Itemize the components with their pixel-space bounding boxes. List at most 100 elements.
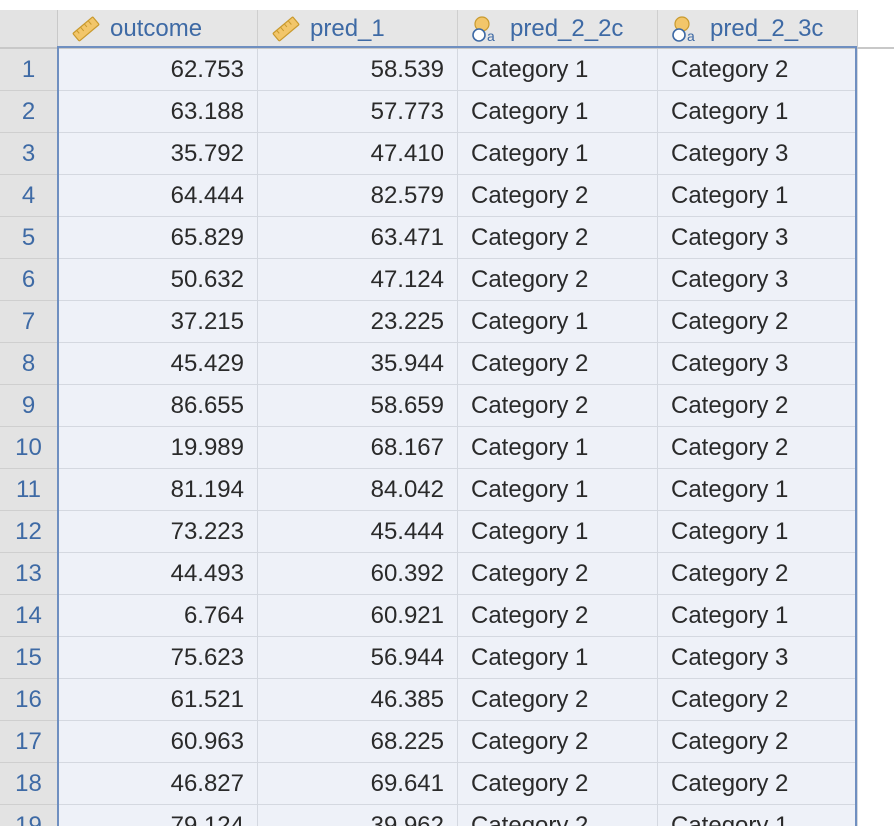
table-cell[interactable]: Category 2 (458, 343, 658, 385)
row-number[interactable]: 7 (0, 301, 58, 343)
table-cell[interactable]: 63.188 (58, 91, 258, 133)
table-cell[interactable]: Category 2 (658, 721, 858, 763)
table-cell[interactable]: Category 3 (658, 259, 858, 301)
table-cell[interactable]: 64.444 (58, 175, 258, 217)
table-cell[interactable]: 86.655 (58, 385, 258, 427)
table-cell[interactable]: Category 1 (458, 427, 658, 469)
column-header-outcome[interactable]: outcome (58, 10, 258, 47)
table-cell[interactable]: Category 1 (658, 595, 858, 637)
row-number[interactable]: 11 (0, 469, 58, 511)
table-cell[interactable]: Category 2 (458, 217, 658, 259)
table-cell[interactable]: Category 1 (458, 91, 658, 133)
table-cell[interactable]: 81.194 (58, 469, 258, 511)
table-cell[interactable]: 68.167 (258, 427, 458, 469)
table-cell[interactable]: 44.493 (58, 553, 258, 595)
table-cell[interactable]: Category 2 (658, 49, 858, 91)
table-cell[interactable]: Category 1 (658, 805, 858, 826)
row-number[interactable]: 19 (0, 805, 58, 826)
row-number[interactable]: 14 (0, 595, 58, 637)
row-number[interactable]: 13 (0, 553, 58, 595)
table-cell[interactable]: Category 2 (458, 805, 658, 826)
row-number[interactable]: 4 (0, 175, 58, 217)
table-cell[interactable]: 50.632 (58, 259, 258, 301)
row-number[interactable]: 9 (0, 385, 58, 427)
row-number[interactable]: 10 (0, 427, 58, 469)
table-cell[interactable]: Category 2 (458, 763, 658, 805)
table-cell[interactable]: Category 2 (658, 301, 858, 343)
table-cell[interactable]: Category 3 (658, 217, 858, 259)
table-cell[interactable]: 19.989 (58, 427, 258, 469)
table-cell[interactable]: 6.764 (58, 595, 258, 637)
table-cell[interactable]: 46.385 (258, 679, 458, 721)
table-cell[interactable]: 39.962 (258, 805, 458, 826)
table-cell[interactable]: Category 1 (658, 175, 858, 217)
table-cell[interactable]: 35.792 (58, 133, 258, 175)
table-cell[interactable]: Category 2 (458, 175, 658, 217)
table-cell[interactable]: Category 2 (458, 553, 658, 595)
table-cell[interactable]: 37.215 (58, 301, 258, 343)
row-number[interactable]: 12 (0, 511, 58, 553)
table-cell[interactable]: 58.659 (258, 385, 458, 427)
table-cell[interactable]: Category 3 (658, 133, 858, 175)
table-cell[interactable]: 75.623 (58, 637, 258, 679)
table-cell[interactable]: 65.829 (58, 217, 258, 259)
table-cell[interactable]: Category 2 (458, 259, 658, 301)
table-cell[interactable]: 60.921 (258, 595, 458, 637)
table-cell[interactable]: Category 2 (458, 595, 658, 637)
table-cell[interactable]: 46.827 (58, 763, 258, 805)
table-cell[interactable]: 82.579 (258, 175, 458, 217)
table-cell[interactable]: 69.641 (258, 763, 458, 805)
column-header-pred-1[interactable]: pred_1 (258, 10, 458, 47)
table-cell[interactable]: 45.429 (58, 343, 258, 385)
row-number[interactable]: 2 (0, 91, 58, 133)
table-cell[interactable]: 60.392 (258, 553, 458, 595)
table-cell[interactable]: 68.225 (258, 721, 458, 763)
table-cell[interactable]: Category 2 (458, 679, 658, 721)
table-cell[interactable]: Category 1 (458, 637, 658, 679)
row-number[interactable]: 5 (0, 217, 58, 259)
table-cell[interactable]: Category 1 (658, 91, 858, 133)
table-cell[interactable]: Category 2 (658, 679, 858, 721)
table-cell[interactable]: Category 1 (658, 511, 858, 553)
column-header-pred-2-3c[interactable]: a pred_2_3c (658, 10, 858, 47)
table-cell[interactable]: Category 1 (458, 511, 658, 553)
table-cell[interactable]: Category 1 (458, 301, 658, 343)
table-cell[interactable]: Category 1 (658, 469, 858, 511)
table-cell[interactable]: 56.944 (258, 637, 458, 679)
column-header-pred-2-2c[interactable]: a pred_2_2c (458, 10, 658, 47)
table-cell[interactable]: 84.042 (258, 469, 458, 511)
table-cell[interactable]: 79.124 (58, 805, 258, 826)
table-cell[interactable]: Category 2 (658, 763, 858, 805)
table-cell[interactable]: 62.753 (58, 49, 258, 91)
row-number[interactable]: 1 (0, 49, 58, 91)
table-cell[interactable]: Category 3 (658, 637, 858, 679)
table-cell[interactable]: 45.444 (258, 511, 458, 553)
table-cell[interactable]: Category 2 (658, 385, 858, 427)
table-cell[interactable]: Category 1 (458, 469, 658, 511)
row-number[interactable]: 17 (0, 721, 58, 763)
table-cell[interactable]: 58.539 (258, 49, 458, 91)
table-cell[interactable]: Category 2 (658, 427, 858, 469)
table-cell[interactable]: 47.124 (258, 259, 458, 301)
table-cell[interactable]: Category 2 (458, 385, 658, 427)
table-cell[interactable]: Category 1 (458, 133, 658, 175)
table-cell[interactable]: Category 1 (458, 49, 658, 91)
table-cell[interactable]: 63.471 (258, 217, 458, 259)
table-cell[interactable]: 35.944 (258, 343, 458, 385)
table-cell[interactable]: 47.410 (258, 133, 458, 175)
row-number[interactable]: 6 (0, 259, 58, 301)
table-cell[interactable]: Category 2 (658, 553, 858, 595)
row-number[interactable]: 16 (0, 679, 58, 721)
row-number[interactable]: 8 (0, 343, 58, 385)
table-cell[interactable]: 61.521 (58, 679, 258, 721)
table-cell[interactable]: Category 3 (658, 343, 858, 385)
table-cell[interactable]: 60.963 (58, 721, 258, 763)
row-number[interactable]: 15 (0, 637, 58, 679)
row-number[interactable]: 18 (0, 763, 58, 805)
table-cell[interactable]: 23.225 (258, 301, 458, 343)
row-number[interactable]: 3 (0, 133, 58, 175)
table-cell[interactable]: 73.223 (58, 511, 258, 553)
table-cell[interactable]: Category 2 (458, 721, 658, 763)
table-cell[interactable]: 57.773 (258, 91, 458, 133)
